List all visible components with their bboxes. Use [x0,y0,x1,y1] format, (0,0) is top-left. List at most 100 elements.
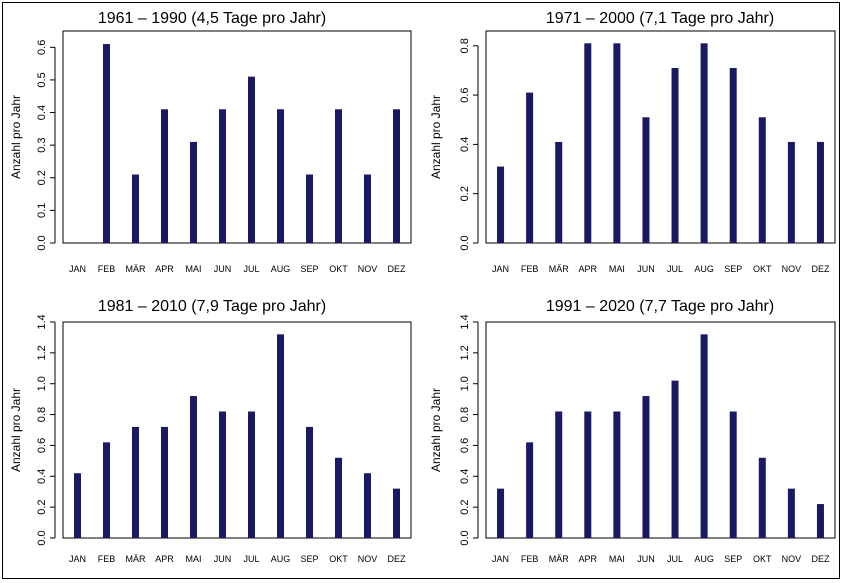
y-tick-label: 0.8 [459,38,471,53]
bar-jun [642,117,650,243]
bar-dez [393,109,400,244]
bar-apr [584,43,592,244]
bar-aug [700,334,708,538]
bar-jul [671,67,679,243]
bar-jul [248,76,255,244]
bar-nov [787,141,795,243]
x-tick-label: AUG [271,264,291,274]
bar-apr [161,109,168,244]
bar-aug [277,334,284,538]
x-tick-label: SEP [300,264,318,274]
plot-area-border [485,321,836,539]
x-tick-label: JUL [667,554,683,564]
y-tick-label: 0.6 [459,87,471,102]
x-tick-label: JAN [492,264,509,274]
bar-feb [526,92,534,244]
bar-dez [393,488,400,538]
bar-feb [103,442,110,538]
y-tick-label: 1.2 [459,345,471,360]
plot-area-border [485,30,836,244]
bar-sep [729,67,737,243]
x-tick-label: JUN [214,264,232,274]
y-tick-label: 0.6 [36,438,48,453]
y-tick-label: 0.2 [459,499,471,514]
y-axis-title: Anzahl pro Jahr [9,95,23,179]
bar-jun [642,396,650,538]
x-tick-label: JAN [492,554,509,564]
chart-title: 1991 – 2020 (7,7 Tage pro Jahr) [546,298,774,315]
x-tick-label: NOV [782,554,802,564]
bar-jul [671,380,679,538]
bar-apr [161,426,168,538]
bar-dez [816,141,824,243]
chart-title: 1961 – 1990 (4,5 Tage pro Jahr) [98,10,326,27]
x-tick-label: JUL [243,264,259,274]
x-tick-label: DEZ [811,264,830,274]
y-tick-label: 0.8 [459,407,471,422]
bar-nov [364,473,371,538]
chart-panel-3: 1981 – 2010 (7,9 Tage pro Jahr) 0.0 0.2 0.4… [9,298,412,564]
x-tick-label: NOV [782,264,802,274]
chart-panel-2: 1971 – 2000 (7,1 Tage pro Jahr) 0.0 0.2 0.4… [429,10,836,274]
chart-panel-4: 1991 – 2020 (7,7 Tage pro Jahr) 0.0 0.2 0.4… [429,298,836,564]
bar-jan [74,473,81,538]
bar-dez [816,504,824,538]
x-tick-label: AUG [694,264,714,274]
x-tick-label: AUG [694,554,714,564]
x-tick-label: AUG [271,554,291,564]
bar-mai [613,43,621,244]
bar-jul [248,411,255,538]
x-tick-label: SEP [300,554,318,564]
x-tick-label: FEB [98,554,116,564]
bar-okt [335,109,342,244]
bar-sep [306,426,313,538]
x-tick-label: MAI [609,264,625,274]
bar-okt [758,117,766,243]
bar-okt [335,457,342,538]
x-tick-label: MAI [185,264,201,274]
bar-mai [190,396,197,538]
y-tick-label: 0.8 [36,407,48,422]
y-tick-label: 0.2 [36,499,48,514]
y-tick-label: 0.1 [36,203,48,218]
x-tick-label: DEZ [811,554,830,564]
x-tick-label: OKT [753,264,772,274]
y-tick-label: 1.0 [459,376,471,391]
bar-mär [132,426,139,538]
x-tick-label: FEB [521,554,539,564]
x-tick-label: APR [155,264,174,274]
plot-area-border [62,321,412,539]
y-tick-label: 0.3 [36,138,48,153]
bar-mär [132,174,139,243]
bar-mai [190,141,197,243]
x-tick-label: APR [579,554,598,564]
x-tick-label: JUN [637,554,655,564]
y-tick-label: 1.4 [36,314,48,329]
x-tick-label: SEP [724,264,742,274]
bar-okt [758,457,766,538]
x-tick-label: JUN [214,554,232,564]
x-tick-label: JUN [637,264,655,274]
y-tick-label: 0.6 [36,40,48,55]
y-tick-label: 1.2 [36,345,48,360]
bar-sep [306,174,313,243]
x-tick-label: OKT [329,554,348,564]
x-tick-label: MÄR [126,554,147,564]
x-tick-label: MÄR [549,264,570,274]
chart-panel-1: 1961 – 1990 (4,5 Tage pro Jahr) 0.0 0.1 0.2… [9,10,412,274]
x-tick-label: JUL [243,554,259,564]
y-tick-label: 1.4 [459,314,471,329]
bar-apr [584,411,592,538]
y-tick-label: 0.2 [459,186,471,201]
x-tick-label: APR [155,554,174,564]
x-tick-label: DEZ [388,554,407,564]
bar-jun [219,109,226,244]
y-tick-label: 0.6 [459,438,471,453]
x-tick-label: JAN [69,554,86,564]
bar-mai [613,411,621,538]
y-axis-title: Anzahl pro Jahr [429,388,443,472]
chart-title: 1971 – 2000 (7,1 Tage pro Jahr) [546,10,774,27]
y-tick-label: 0.4 [36,105,48,120]
x-tick-label: JAN [69,264,86,274]
